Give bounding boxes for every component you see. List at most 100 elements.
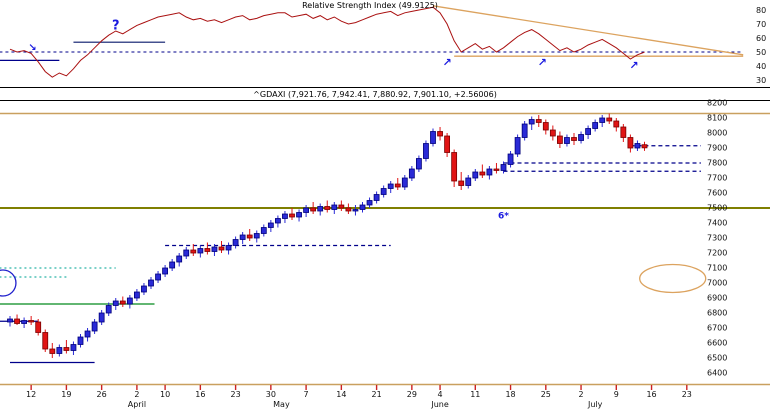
orange-ellipse-annotation — [639, 263, 707, 294]
candle — [42, 332, 49, 350]
rsi-scale-label: 80 — [756, 6, 766, 15]
tick-label: 9 — [614, 390, 619, 399]
price-scale-label: 8000 — [707, 129, 727, 138]
candle — [289, 213, 295, 218]
candle — [415, 158, 422, 170]
rsi-panel[interactable]: ? ↘ ↗ ↗ ↗ 80 70 60 50 40 30 — [0, 5, 766, 85]
candle — [183, 249, 190, 257]
candle — [620, 126, 627, 138]
price-scale-label: 7200 — [707, 249, 727, 258]
month-label: May — [273, 400, 290, 409]
candle — [133, 291, 140, 299]
candle — [282, 213, 288, 219]
candle — [126, 297, 133, 305]
candle — [535, 119, 542, 123]
question-annotation: ? — [112, 19, 120, 34]
price-scale-label: 6700 — [707, 324, 727, 333]
month-label: June — [430, 400, 449, 409]
tick-label: 2 — [579, 390, 584, 399]
price-scale-label: 6600 — [707, 339, 727, 348]
tick-label: 23 — [682, 390, 692, 399]
rsi-line — [9, 6, 645, 78]
tick-label: 11 — [470, 390, 480, 399]
candle — [345, 207, 352, 212]
candle — [331, 204, 338, 210]
candle — [571, 137, 577, 141]
candle — [232, 239, 239, 246]
tick-label: 21 — [372, 390, 382, 399]
rsi-scale-label: 30 — [756, 76, 766, 85]
up-arrow-annotation: ↗ — [442, 56, 451, 69]
price-scale-label: 7500 — [707, 204, 727, 213]
candle — [303, 207, 310, 213]
candle — [387, 183, 394, 189]
candle — [49, 348, 56, 354]
candle — [465, 177, 472, 186]
tick-label: 25 — [541, 390, 551, 399]
candle — [274, 218, 281, 224]
candle — [211, 246, 218, 252]
price-scale-label: 7400 — [707, 219, 727, 228]
up-arrow-annotation: ↗ — [629, 59, 638, 72]
candle — [338, 204, 345, 209]
candle — [578, 134, 584, 141]
candle — [267, 222, 274, 228]
up-arrow-annotation: ↗ — [538, 56, 547, 69]
rsi-descending-trendline — [432, 5, 744, 56]
pencil-note-annotation: 6* — [498, 212, 509, 222]
candle — [585, 128, 591, 135]
candle — [7, 318, 13, 323]
tick-label: 4 — [438, 390, 443, 399]
candle — [148, 279, 154, 287]
candle — [197, 248, 204, 254]
candle — [63, 347, 70, 351]
candle — [169, 261, 176, 269]
candle — [479, 171, 486, 176]
candle — [514, 137, 521, 155]
month-label: July — [587, 400, 603, 409]
price-scale-label: 7100 — [707, 264, 727, 273]
candle — [28, 320, 35, 323]
tick-label: 2 — [134, 390, 139, 399]
candle — [98, 312, 105, 323]
tick-label: 12 — [26, 390, 36, 399]
price-scale-label: 6500 — [707, 354, 727, 363]
candle — [239, 234, 246, 240]
tick-label: 18 — [505, 390, 515, 399]
candle — [627, 137, 634, 149]
tick-label: 14 — [336, 390, 346, 399]
rsi-scale-label: 50 — [756, 48, 766, 57]
candle — [253, 233, 260, 239]
candle — [21, 320, 28, 324]
price-scale-label: 7600 — [707, 189, 727, 198]
candle — [352, 209, 359, 212]
candle — [557, 135, 563, 144]
candle — [437, 131, 443, 137]
blue-ellipse-annotation — [0, 269, 17, 297]
x-axis: 12 19 26 2 10 16 23 30 7 14 21 29 4 11 18 25 2 9 16 23April… — [0, 383, 770, 409]
candle — [521, 123, 528, 138]
candle — [423, 143, 429, 159]
candle — [296, 212, 302, 218]
candle — [373, 194, 380, 201]
candle — [472, 171, 479, 179]
price-scale-label: 6900 — [707, 294, 727, 303]
tick-label: 16 — [195, 390, 205, 399]
tick-label: 30 — [266, 390, 276, 399]
candle — [542, 122, 549, 131]
candle — [105, 305, 112, 314]
candle — [430, 131, 436, 144]
candle — [564, 137, 570, 144]
price-panel[interactable]: 6* 8200 8100 8000 7900 7800 7700 7600 7500 7400 73… — [0, 99, 770, 378]
candle — [91, 321, 98, 332]
price-scale-label: 6400 — [707, 369, 727, 378]
tick-label: 10 — [160, 390, 170, 399]
candle — [592, 122, 599, 129]
price-scale-label: 8200 — [707, 99, 727, 108]
down-arrow-annotation: ↘ — [28, 43, 36, 54]
candle — [634, 143, 641, 149]
candle — [359, 204, 366, 210]
candle — [528, 119, 535, 125]
candle — [35, 321, 42, 333]
